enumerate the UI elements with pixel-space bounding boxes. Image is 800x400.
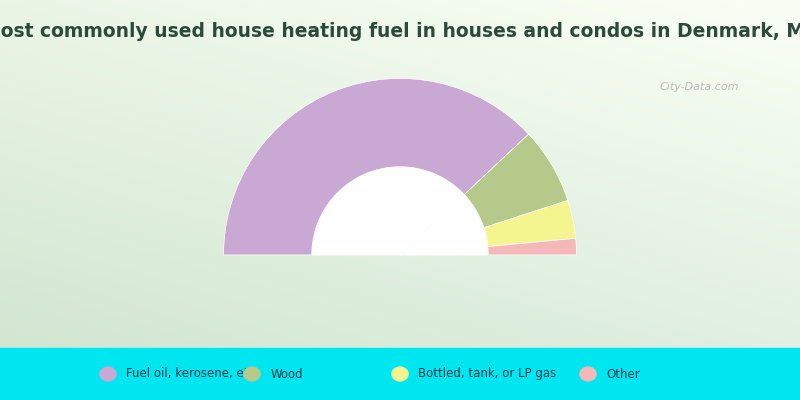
Wedge shape [400, 238, 577, 255]
Wedge shape [400, 200, 576, 255]
Ellipse shape [243, 366, 261, 382]
Ellipse shape [391, 366, 409, 382]
Text: City-Data.com: City-Data.com [660, 82, 739, 92]
Wedge shape [223, 78, 529, 255]
Bar [170, 255, 630, 352]
Wedge shape [400, 134, 568, 255]
Text: Other: Other [606, 368, 640, 380]
Text: Bottled, tank, or LP gas: Bottled, tank, or LP gas [418, 368, 557, 380]
Bar [0, 348, 800, 400]
Wedge shape [400, 194, 484, 255]
Text: Fuel oil, kerosene, etc.: Fuel oil, kerosene, etc. [126, 368, 259, 380]
Wedge shape [400, 228, 488, 255]
Text: Most commonly used house heating fuel in houses and condos in Denmark, ME: Most commonly used house heating fuel in… [0, 22, 800, 41]
Ellipse shape [579, 366, 597, 382]
Ellipse shape [99, 366, 117, 382]
Wedge shape [400, 247, 488, 255]
Text: Wood: Wood [270, 368, 303, 380]
Wedge shape [312, 167, 464, 255]
